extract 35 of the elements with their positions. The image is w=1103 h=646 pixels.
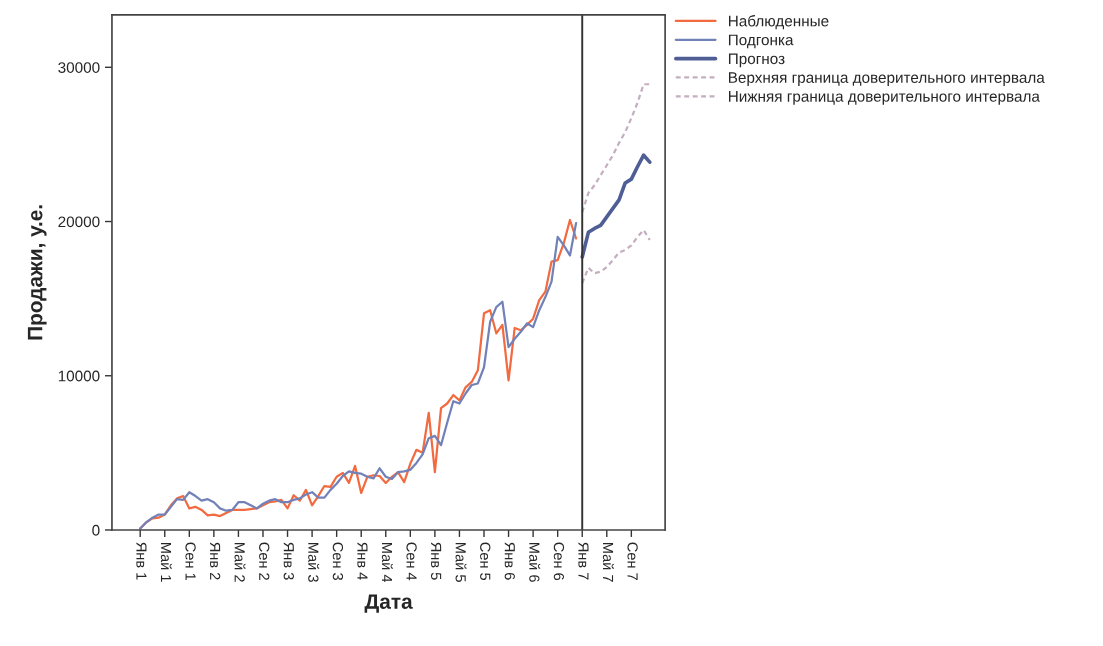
x-tick-label: Сен 7 [627,542,638,580]
x-tick-label: Сен 5 [480,542,491,581]
line-series [580,153,652,259]
x-tick-label: Янв 2 [210,542,221,580]
x-tick-label: Май 6 [529,542,541,582]
x-axis-title: Дата [364,594,413,613]
x-tick-label: Май 1 [160,542,172,582]
line-series [581,228,651,285]
legend-label: Нижняя граница доверительного интервала [729,91,1040,105]
line-series [581,83,651,214]
y-tick-label: 30000 [58,62,100,73]
x-tick-label: Янв 1 [136,542,147,580]
x-tick-label: Май 4 [381,542,393,583]
x-tick-label: Сен 6 [553,542,565,580]
x-tick-label: Янв 3 [283,542,294,580]
legend-label: Наблюденные [729,15,829,30]
x-tick-label: Янв 7 [578,542,589,580]
x-tick-label: Май 5 [455,542,467,582]
x-tick-label: Янв 5 [430,542,442,580]
y-tick-label: 0 [92,524,100,536]
x-tick-label: Янв 4 [357,542,368,580]
x-tick-label: Май 7 [602,542,614,582]
x-tick-label: Сен 4 [406,542,417,581]
y-tick-label: 20000 [58,216,100,228]
x-tick-label: Май 3 [308,542,320,582]
x-tick-label: Сен 3 [332,542,344,580]
y-axis-title: Продажи, у.е. [27,205,47,340]
x-tick-label: Янв 6 [504,542,515,580]
legend-label: Подгонка [728,34,794,49]
x-tick-label: Сен 2 [259,542,270,580]
y-tick-label: 10000 [58,370,100,382]
x-tick-label: Май 2 [234,542,246,582]
legend-label: Прогноз [728,53,785,68]
legend-label: Верхняя граница доверительного интервала [729,72,1045,86]
x-tick-label: Сен 1 [185,542,196,580]
